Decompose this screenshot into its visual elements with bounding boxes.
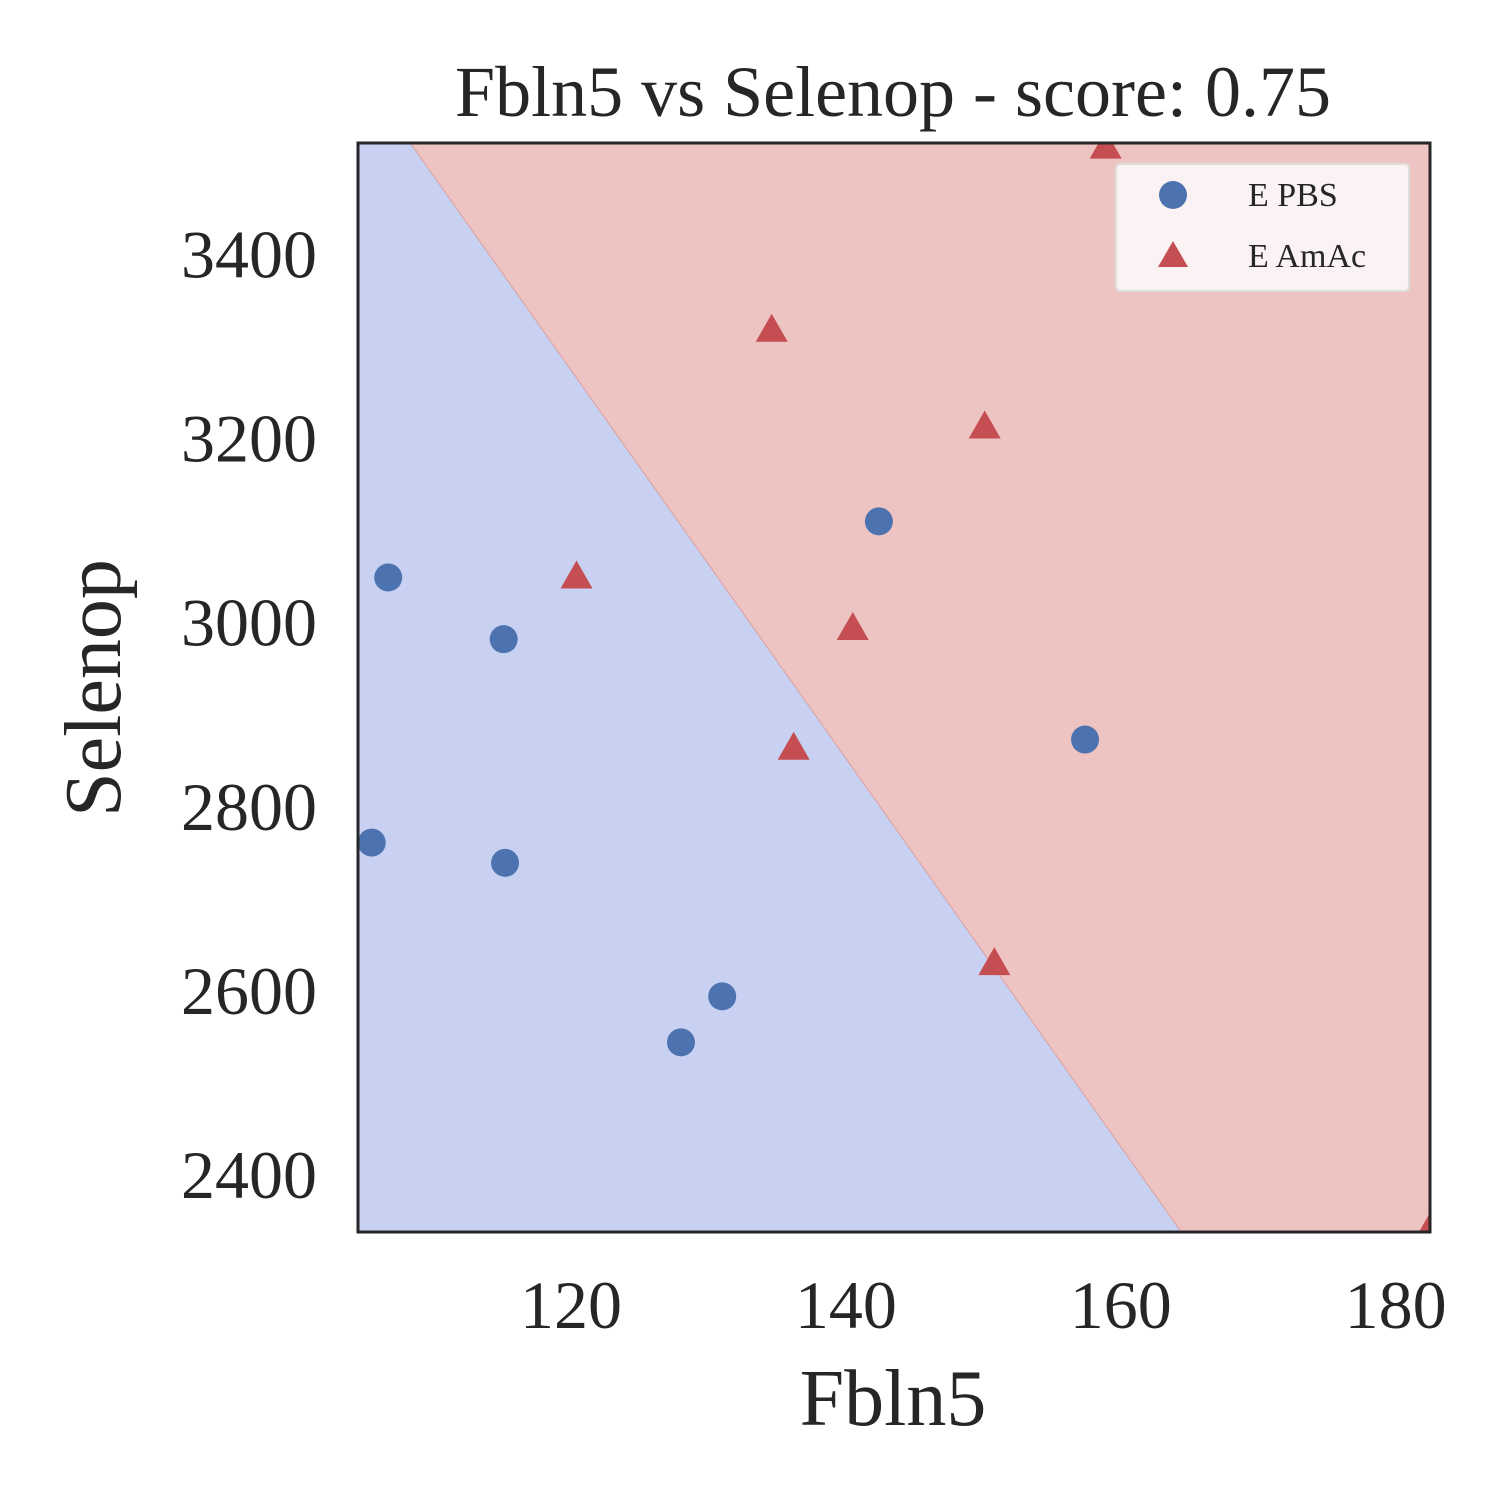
y-tick-label: 3000 — [181, 585, 317, 661]
point-e-pbs-0 — [374, 563, 403, 592]
point-e-pbs-4 — [666, 1028, 695, 1057]
legend-marker-e-amac — [1158, 241, 1188, 267]
point-e-amac-0 — [560, 560, 593, 589]
region-e-pbs — [358, 143, 1182, 1232]
point-e-amac-3 — [836, 612, 869, 641]
point-e-pbs-3 — [491, 848, 520, 877]
chart-title: Fbln5 vs Selenop - score: 0.75 — [455, 52, 1331, 132]
legend-marker-e-pbs — [1159, 181, 1187, 209]
legend-box — [1115, 163, 1410, 292]
point-e-amac-2 — [777, 731, 810, 760]
plot-frame — [356, 141, 1432, 1234]
point-e-pbs-1 — [489, 625, 518, 654]
point-e-amac-5 — [978, 947, 1011, 976]
point-e-amac-1 — [755, 313, 788, 342]
x-axis-label: Fbln5 — [800, 1355, 987, 1443]
y-tick-label: 2800 — [181, 769, 317, 845]
y-tick-label: 2400 — [181, 1137, 317, 1213]
point-e-pbs-6 — [864, 507, 893, 536]
point-e-pbs-7 — [1071, 725, 1100, 754]
region-e-amac — [410, 143, 1430, 1232]
point-e-amac-6 — [1089, 143, 1122, 159]
data-markers — [358, 143, 1430, 1232]
y-axis-label: Selenop — [50, 559, 138, 817]
legend: E PBS E AmAc — [1115, 163, 1410, 292]
point-e-amac-4 — [968, 410, 1001, 439]
legend-label-e-amac: E AmAc — [1248, 238, 1366, 275]
y-tick-label: 2600 — [181, 953, 317, 1029]
x-tick-label: 180 — [1345, 1267, 1447, 1343]
decision-boundary — [409, 143, 1182, 1232]
decision-regions — [358, 143, 1430, 1232]
x-tick-label: 140 — [795, 1267, 897, 1343]
point-e-pbs-5 — [708, 982, 737, 1011]
legend-label-e-pbs: E PBS — [1248, 177, 1338, 214]
x-tick-label: 120 — [520, 1267, 622, 1343]
point-e-amac-7 — [1418, 1215, 1430, 1232]
x-axis-ticks: 120 140 160 180 — [520, 1267, 1447, 1343]
y-axis-ticks: 2400 2600 2800 3000 3200 3400 — [181, 216, 317, 1213]
x-tick-label: 160 — [1070, 1267, 1172, 1343]
point-e-pbs-2 — [358, 828, 386, 857]
plot-area — [356, 141, 1432, 1234]
y-tick-label: 3200 — [181, 401, 317, 477]
y-tick-label: 3400 — [181, 216, 317, 292]
